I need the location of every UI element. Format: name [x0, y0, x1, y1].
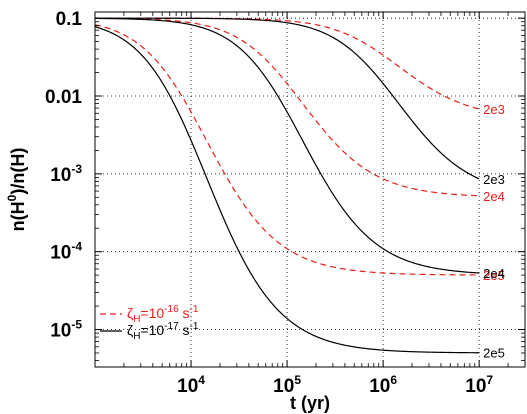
series-label: 2e3: [483, 172, 505, 187]
series-line: [94, 26, 480, 354]
x-tick-label: 105: [273, 373, 301, 397]
series-line: [95, 17, 480, 180]
series-line: [94, 17, 480, 274]
series-line: [94, 24, 480, 276]
series-label: 2e5: [483, 268, 505, 283]
legend-entry: ζH=10-16 s-1: [127, 304, 199, 325]
x-tick-label: 104: [177, 373, 205, 397]
x-tick-label: 107: [465, 373, 493, 397]
x-tick-label: 106: [369, 373, 397, 397]
y-tick-label: 10-3: [50, 162, 82, 186]
series-line: [94, 17, 480, 197]
series-label: 2e4: [483, 189, 505, 204]
legend: ζH=10-16 s-1ζH=10-17 s-1: [100, 304, 199, 342]
tick-labels: 104 105 106 107 0.1 0.01 10-3 10-4 10-5: [45, 9, 493, 397]
series-label: 2e5: [483, 346, 505, 361]
curves: [94, 17, 480, 354]
y-tick-label: 0.1: [56, 9, 83, 30]
y-tick-label: 10-5: [50, 318, 82, 342]
ticks: [95, 12, 526, 367]
series-line: [95, 17, 480, 110]
series-label: 2e3: [483, 102, 505, 117]
x-axis-title: t (yr): [290, 393, 330, 413]
y-tick-label: 10-4: [50, 240, 82, 264]
legend-entry: ζH=10-17 s-1: [127, 321, 199, 342]
y-tick-label: 0.01: [45, 87, 82, 108]
series-label: 2e4: [483, 266, 505, 281]
plot-frame: [94, 11, 526, 368]
y-axis-title: n(H0)/n(H): [5, 148, 28, 232]
